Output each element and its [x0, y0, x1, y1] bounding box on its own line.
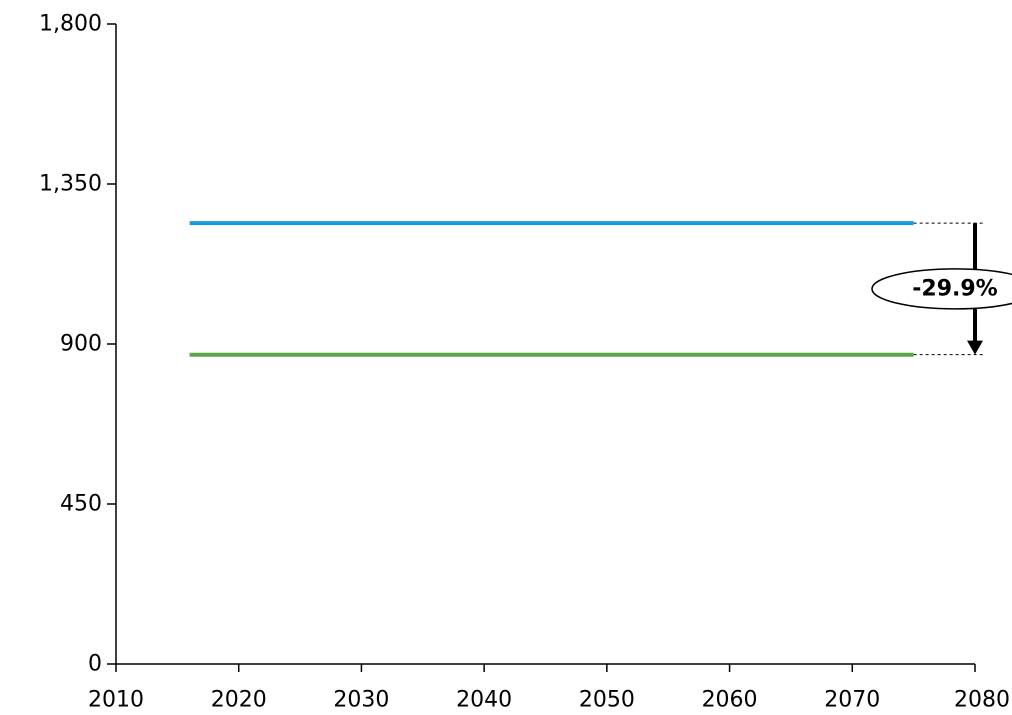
axes: [115, 24, 975, 665]
y-tick-label: 1,800: [39, 12, 102, 37]
x-ticks: 2010 2020 2030 2040 2050 2060 2070 2080: [88, 664, 1010, 713]
x-tick-label: 2050: [579, 688, 635, 713]
x-tick-label: 2010: [88, 688, 144, 713]
change-badge: [871, 268, 1012, 310]
x-tick-label: 2080: [954, 688, 1010, 713]
y-ticks: 0 450 900 1,350 1,800: [39, 12, 116, 677]
x-tick-label: 2030: [333, 688, 389, 713]
change-annotation: -29.9%: [871, 222, 1012, 356]
x-tick-label: 2070: [824, 688, 880, 713]
y-tick-label: 0: [88, 652, 102, 677]
x-tick-label: 2020: [211, 688, 267, 713]
x-tick-label: 2040: [456, 688, 512, 713]
series-layer: [189, 221, 914, 357]
y-tick-label: 900: [60, 332, 102, 357]
y-tick-label: 1,350: [39, 172, 102, 197]
down-arrow-icon: [967, 340, 983, 355]
x-tick-label: 2060: [702, 688, 758, 713]
change-badge-label: -29.9%: [912, 276, 997, 301]
y-tick-label: 450: [60, 492, 102, 517]
